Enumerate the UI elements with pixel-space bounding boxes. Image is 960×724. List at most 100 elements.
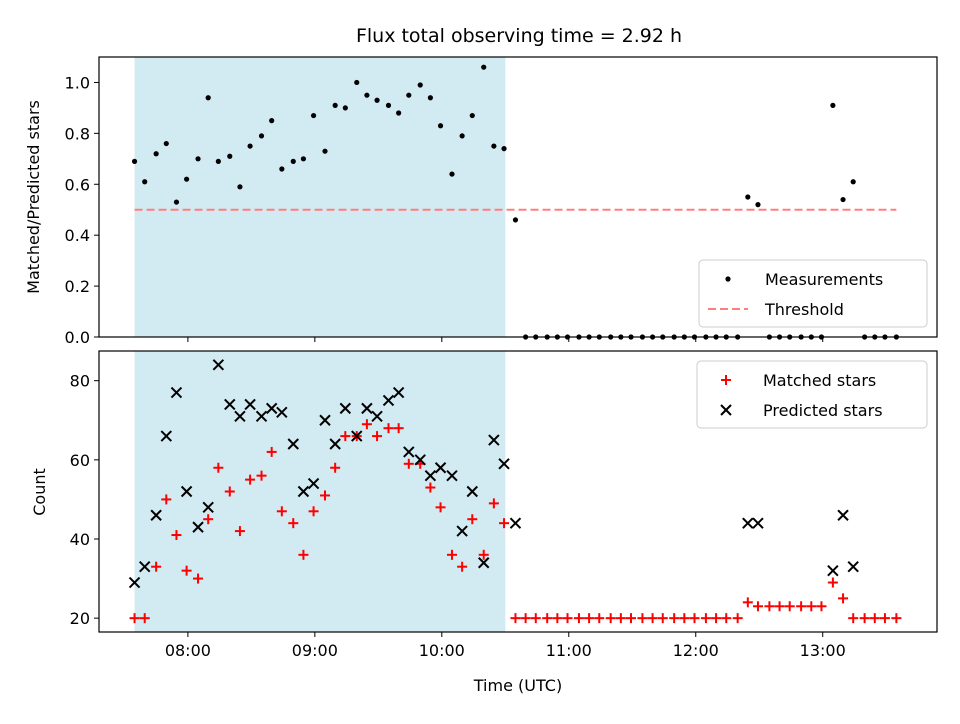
matched-star-point <box>615 613 626 624</box>
predicted-x-b <box>319 414 331 426</box>
predicted-x-b <box>456 525 468 537</box>
matched-star-point <box>721 613 732 624</box>
matched-star-point <box>256 470 267 481</box>
measurement-point <box>354 79 360 86</box>
chart-title: Flux total observing time = 2.92 h <box>356 25 682 47</box>
predicted-x-b <box>478 557 490 569</box>
predicted-star-point <box>297 485 310 498</box>
predicted-x-b <box>752 517 764 529</box>
x-axis-label: Time (UTC) <box>473 676 562 695</box>
predicted-star-point <box>192 521 204 533</box>
legend-predicted-b <box>720 404 732 416</box>
predicted-star-point <box>139 560 151 573</box>
top-legend: Measurements Threshold <box>698 259 928 328</box>
matched-star-point <box>542 613 553 624</box>
predicted-star-point <box>339 402 352 415</box>
matched-star-point <box>203 514 214 525</box>
measurement-point <box>374 97 380 103</box>
matched-star-point <box>752 601 763 612</box>
measurement-point <box>215 158 221 164</box>
measurement-point <box>269 118 275 124</box>
predicted-x-b <box>234 410 246 423</box>
measurement-point <box>459 133 465 139</box>
predicted-x-b <box>276 406 288 419</box>
predicted-star-point <box>170 386 183 399</box>
matched-star-point <box>879 613 890 624</box>
matched-star-point <box>308 506 319 517</box>
bottom-shaded-span <box>134 351 506 632</box>
matched-star-point <box>859 613 870 624</box>
predicted-x-b <box>466 485 478 498</box>
measurement-point <box>755 202 761 208</box>
matched-star-point <box>711 613 722 624</box>
matched-star-point <box>161 494 172 505</box>
predicted-x-b <box>192 521 204 533</box>
matched-star-point <box>193 573 204 584</box>
predicted-x-b <box>446 469 458 482</box>
predicted-x-b <box>837 509 849 521</box>
matched-star-point <box>584 613 595 624</box>
predicted-x-b <box>244 398 256 411</box>
top-axes-frame <box>98 56 938 338</box>
matched-star-point <box>213 462 224 473</box>
predicted-x-b <box>224 398 236 411</box>
predicted-x-b <box>382 394 395 407</box>
matched-star-point <box>869 613 880 624</box>
measurement-point <box>290 158 296 164</box>
top-y-tick-label: 0.4 <box>65 226 90 245</box>
measurement-point <box>332 102 338 108</box>
top-y-tick-label: 1.0 <box>65 73 90 92</box>
predicted-star-point <box>466 485 478 498</box>
measurement-point <box>163 140 169 147</box>
predicted-x-b <box>847 560 859 573</box>
predicted-star-point <box>752 517 764 529</box>
predicted-star-point <box>224 398 236 411</box>
matched-star-point <box>151 561 162 572</box>
bottom-y-tick-label: 60 <box>70 451 90 470</box>
matched-star-point <box>298 549 309 560</box>
predicted-star-point <box>160 430 173 442</box>
matched-star-point <box>478 549 489 560</box>
measurement-point <box>247 143 253 149</box>
predicted-star-point <box>361 402 373 415</box>
top-y-tick-label: 0.2 <box>65 277 90 296</box>
top-y-tick-label: 0.8 <box>65 124 90 143</box>
measurement-point <box>481 64 487 70</box>
matched-star-point <box>732 613 743 624</box>
matched-star-point <box>605 613 616 624</box>
top-shaded-span <box>134 57 506 337</box>
measurement-point <box>131 158 138 164</box>
predicted-star-point <box>478 557 490 569</box>
measurement-point <box>449 171 455 177</box>
matched-star-point <box>403 458 414 469</box>
x-tick-label: 10:00 <box>419 641 465 660</box>
matched-star-point <box>594 613 605 624</box>
predicted-x-b <box>414 454 426 466</box>
matched-star-point <box>425 482 436 493</box>
predicted-x-b <box>339 402 352 415</box>
predicted-star-point <box>414 454 426 466</box>
matched-star-point <box>742 597 753 608</box>
predicted-x-b <box>202 501 214 514</box>
predicted-star-point <box>392 386 405 399</box>
matched-star-point <box>288 518 299 529</box>
matched-star-point <box>393 423 404 434</box>
predicted-star-point <box>212 359 225 371</box>
matched-star-point <box>129 613 140 624</box>
measurement-point <box>406 92 412 98</box>
measurement-point <box>745 194 751 200</box>
predicted-x-b <box>139 560 151 573</box>
matched-star-point <box>499 518 510 529</box>
matched-star-point <box>679 613 690 624</box>
predicted-x-b <box>297 485 310 498</box>
predicted-star-point <box>265 402 278 415</box>
measurement-point <box>142 179 148 185</box>
measurement-point <box>279 166 285 172</box>
predicted-star-point <box>244 398 256 411</box>
matched-star-point <box>340 431 351 442</box>
measurement-point <box>195 156 201 162</box>
measurement-point <box>310 112 317 119</box>
predicted-star-point <box>287 438 299 450</box>
measurement-point <box>227 153 233 159</box>
matched-star-point <box>573 613 584 624</box>
